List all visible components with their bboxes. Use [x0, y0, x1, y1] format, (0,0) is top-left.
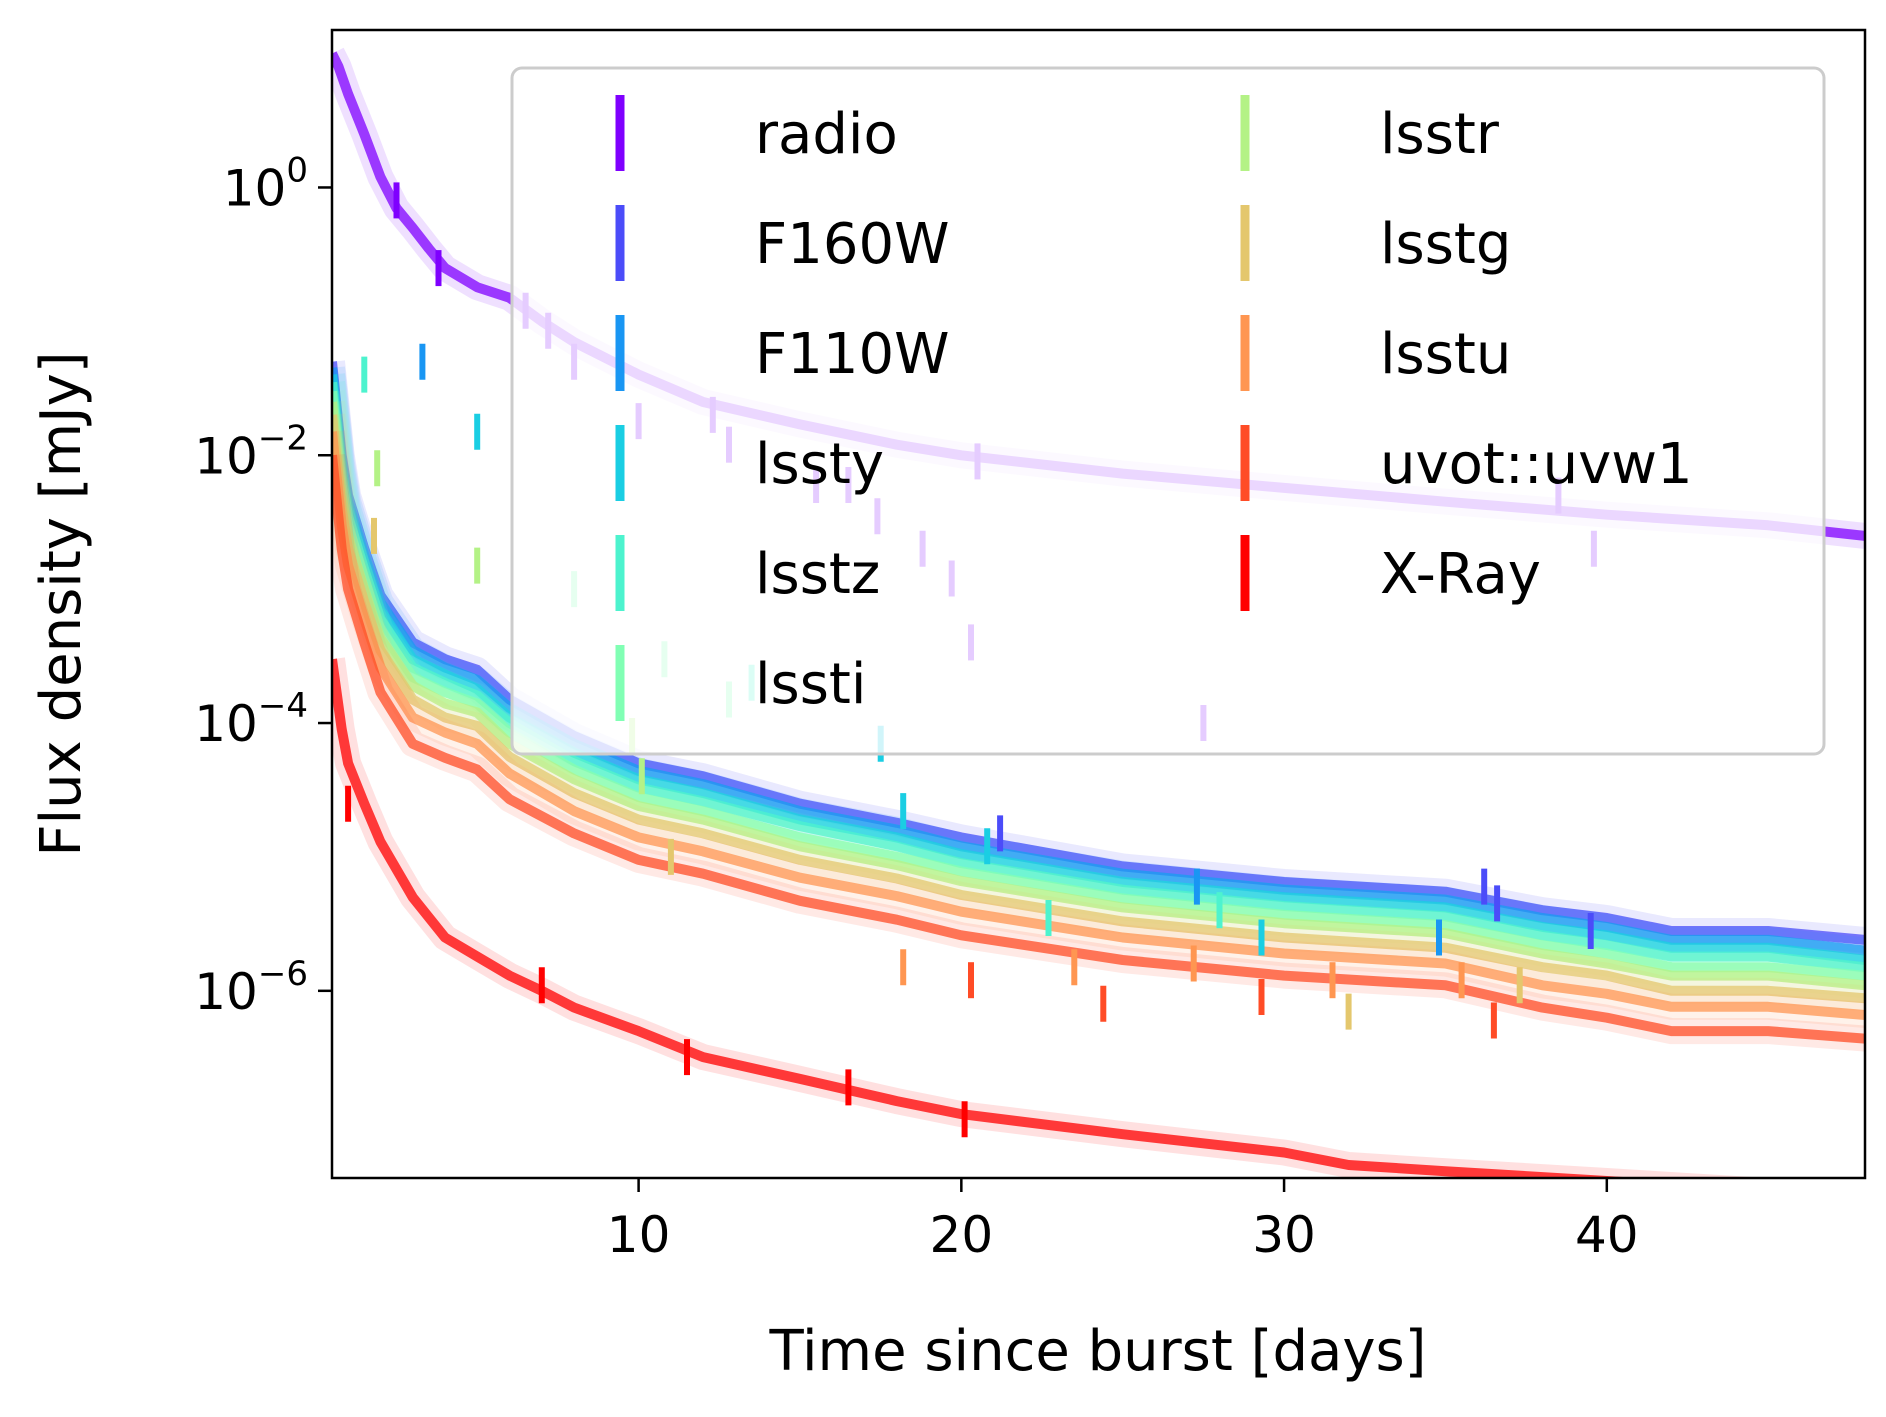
model-line-x-ray	[332, 658, 1640, 1178]
legend-label-lsstr: lsstr	[1380, 102, 1500, 167]
y-tick-label: 100	[223, 150, 308, 217]
legend-label-uvot-uvw1: uvot::uvw1	[1380, 432, 1693, 497]
x-axis: 10 20 30 40	[607, 1178, 1639, 1264]
model-line-lsstu	[332, 431, 1865, 1020]
legend-label-f110w: F110W	[755, 322, 949, 387]
legend-label-radio: radio	[755, 102, 898, 167]
legend-label-lssty: lssty	[755, 432, 884, 497]
model-line-lsstg	[332, 414, 1865, 1004]
x-axis-label: Time since burst [days]	[769, 1319, 1427, 1384]
y-tick-label: 10−2	[194, 418, 308, 485]
legend-label-lssti: lssti	[755, 652, 866, 717]
legend-label-lsstg: lsstg	[1380, 212, 1511, 277]
legend-label-f160w: F160W	[755, 212, 949, 277]
legend-label-lsstz: lsstz	[755, 542, 880, 607]
x-tick-label: 20	[930, 1206, 994, 1264]
legend-frame	[510, 66, 1826, 756]
model-curves	[332, 47, 1865, 1178]
legend: radio F160W F110W lssty lsstz lssti lsstr lsstg…	[510, 66, 1826, 756]
y-tick-label: 10−6	[194, 954, 308, 1021]
y-tick-label: 10−4	[194, 686, 308, 753]
y-axis: 100 10−2 10−4 10−6	[194, 150, 332, 1021]
plot-frame	[330, 28, 1867, 1180]
legend-label-lsstu: lsstu	[1380, 322, 1511, 387]
x-tick-label: 40	[1575, 1206, 1639, 1264]
y-axis-label: Flux density [mJy]	[29, 351, 94, 856]
x-tick-label: 10	[607, 1206, 671, 1264]
model-line-uvot-uvw1	[332, 454, 1865, 1044]
legend-label-x-ray: X-Ray	[1380, 542, 1541, 607]
x-tick-label: 30	[1252, 1206, 1316, 1264]
